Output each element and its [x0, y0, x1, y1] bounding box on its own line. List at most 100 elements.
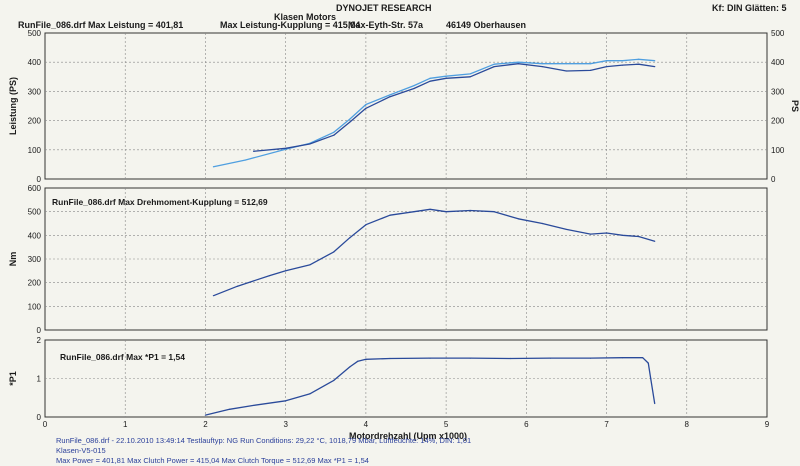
data-point	[429, 77, 431, 79]
y-tick-label: 300	[28, 87, 42, 96]
data-point	[429, 208, 431, 210]
y-tick-label: 200	[28, 117, 42, 126]
x-tick-label: 7	[604, 420, 609, 429]
run-conditions-footer: RunFile_086.drf - 22.10.2010 13:49:14 Te…	[56, 436, 471, 466]
data-point	[365, 358, 367, 360]
data-point	[469, 209, 471, 212]
data-point	[389, 94, 391, 96]
series-line-p1	[205, 357, 656, 416]
y-tick-label: 100	[28, 146, 42, 155]
data-point	[349, 237, 351, 239]
y-tick-label-right: 300	[771, 87, 785, 96]
data-point	[285, 400, 287, 402]
y-tick-label: 0	[37, 326, 42, 335]
data-point	[517, 63, 519, 65]
data-point	[549, 357, 552, 359]
data-point	[333, 379, 335, 382]
y-tick-label-right: 100	[771, 146, 785, 155]
data-point	[622, 234, 624, 236]
data-point	[413, 84, 415, 87]
company-city: 46149 Oberhausen	[446, 20, 527, 30]
data-point	[565, 228, 568, 231]
y-axis-label: Leistung (PS)	[8, 77, 18, 135]
data-point	[365, 103, 367, 106]
data-point	[445, 211, 447, 213]
data-point	[565, 63, 568, 65]
series-line-leistung	[253, 63, 655, 152]
x-tick-label: 1	[123, 420, 128, 429]
data-point	[244, 159, 247, 161]
y-tick-label: 1	[37, 375, 42, 384]
y-axis-label: Nm	[8, 252, 18, 267]
x-tick-label: 2	[203, 420, 208, 429]
data-point	[285, 147, 287, 149]
data-point	[445, 77, 447, 79]
data-point	[429, 80, 431, 82]
data-point	[309, 393, 311, 395]
data-point	[204, 414, 207, 416]
data-point	[469, 73, 471, 75]
data-point	[389, 357, 391, 360]
data-point	[269, 274, 271, 277]
data-point	[469, 76, 471, 78]
data-point	[605, 60, 608, 62]
data-point	[413, 87, 415, 90]
data-point	[429, 357, 431, 359]
y-tick-label: 400	[28, 231, 42, 240]
data-point	[565, 70, 568, 72]
footer-line-run: RunFile_086.drf - 22.10.2010 13:49:14 Te…	[56, 436, 472, 445]
data-point	[493, 63, 495, 65]
data-point	[493, 65, 495, 68]
data-point	[654, 402, 656, 405]
y-tick-label-right: 500	[771, 29, 785, 38]
data-point	[357, 360, 359, 362]
data-point	[228, 408, 231, 410]
x-tick-label: 3	[283, 420, 288, 429]
x-tick-label: 5	[444, 420, 449, 429]
data-point	[642, 357, 644, 359]
data-point	[212, 166, 215, 168]
y-axis-label-right: PS	[790, 100, 800, 112]
max-power-info: RunFile_086.drf Max Leistung = 401,81	[18, 20, 184, 30]
company-name: Klasen Motors	[274, 12, 337, 22]
y-tick-label: 200	[28, 279, 42, 288]
data-point	[650, 377, 652, 380]
data-point	[589, 233, 592, 235]
x-tick-label: 0	[43, 420, 48, 429]
data-point	[638, 63, 640, 65]
series-line-drehmoment	[213, 208, 655, 297]
series-line-leistung	[213, 58, 655, 168]
data-point	[309, 143, 311, 145]
x-tick-label: 9	[765, 420, 770, 429]
data-point	[622, 357, 624, 359]
data-point	[469, 357, 471, 359]
y-tick-label: 300	[28, 255, 42, 264]
y-tick-label-right: 400	[771, 58, 785, 67]
data-point	[654, 60, 656, 62]
data-point	[589, 69, 592, 71]
data-point	[493, 211, 495, 213]
data-point	[541, 222, 543, 225]
y-tick-label: 400	[28, 58, 42, 67]
data-point	[252, 150, 255, 152]
data-point	[517, 218, 519, 220]
data-point	[638, 235, 640, 238]
footer-line-id: Klasen-V5-015	[56, 446, 106, 455]
data-point	[605, 232, 608, 234]
data-point	[622, 60, 624, 62]
data-point	[589, 357, 592, 359]
y-axis-label: *P1	[8, 371, 18, 386]
y-tick-label-right: 200	[771, 117, 785, 126]
data-point	[589, 63, 592, 65]
data-point	[333, 251, 335, 253]
data-point	[647, 362, 649, 364]
x-axis-label: Motordrehzahl (Upm x1000)	[349, 431, 467, 441]
y-tick-label: 500	[28, 29, 42, 38]
y-tick-label: 500	[28, 208, 42, 217]
max-clutch-power-info: Max Leistung-Kupplung = 415,04	[220, 20, 361, 30]
data-point	[252, 404, 255, 407]
x-tick-label: 4	[364, 420, 369, 429]
plot-frame-leistung	[44, 32, 768, 180]
y-tick-label: 0	[37, 175, 42, 184]
